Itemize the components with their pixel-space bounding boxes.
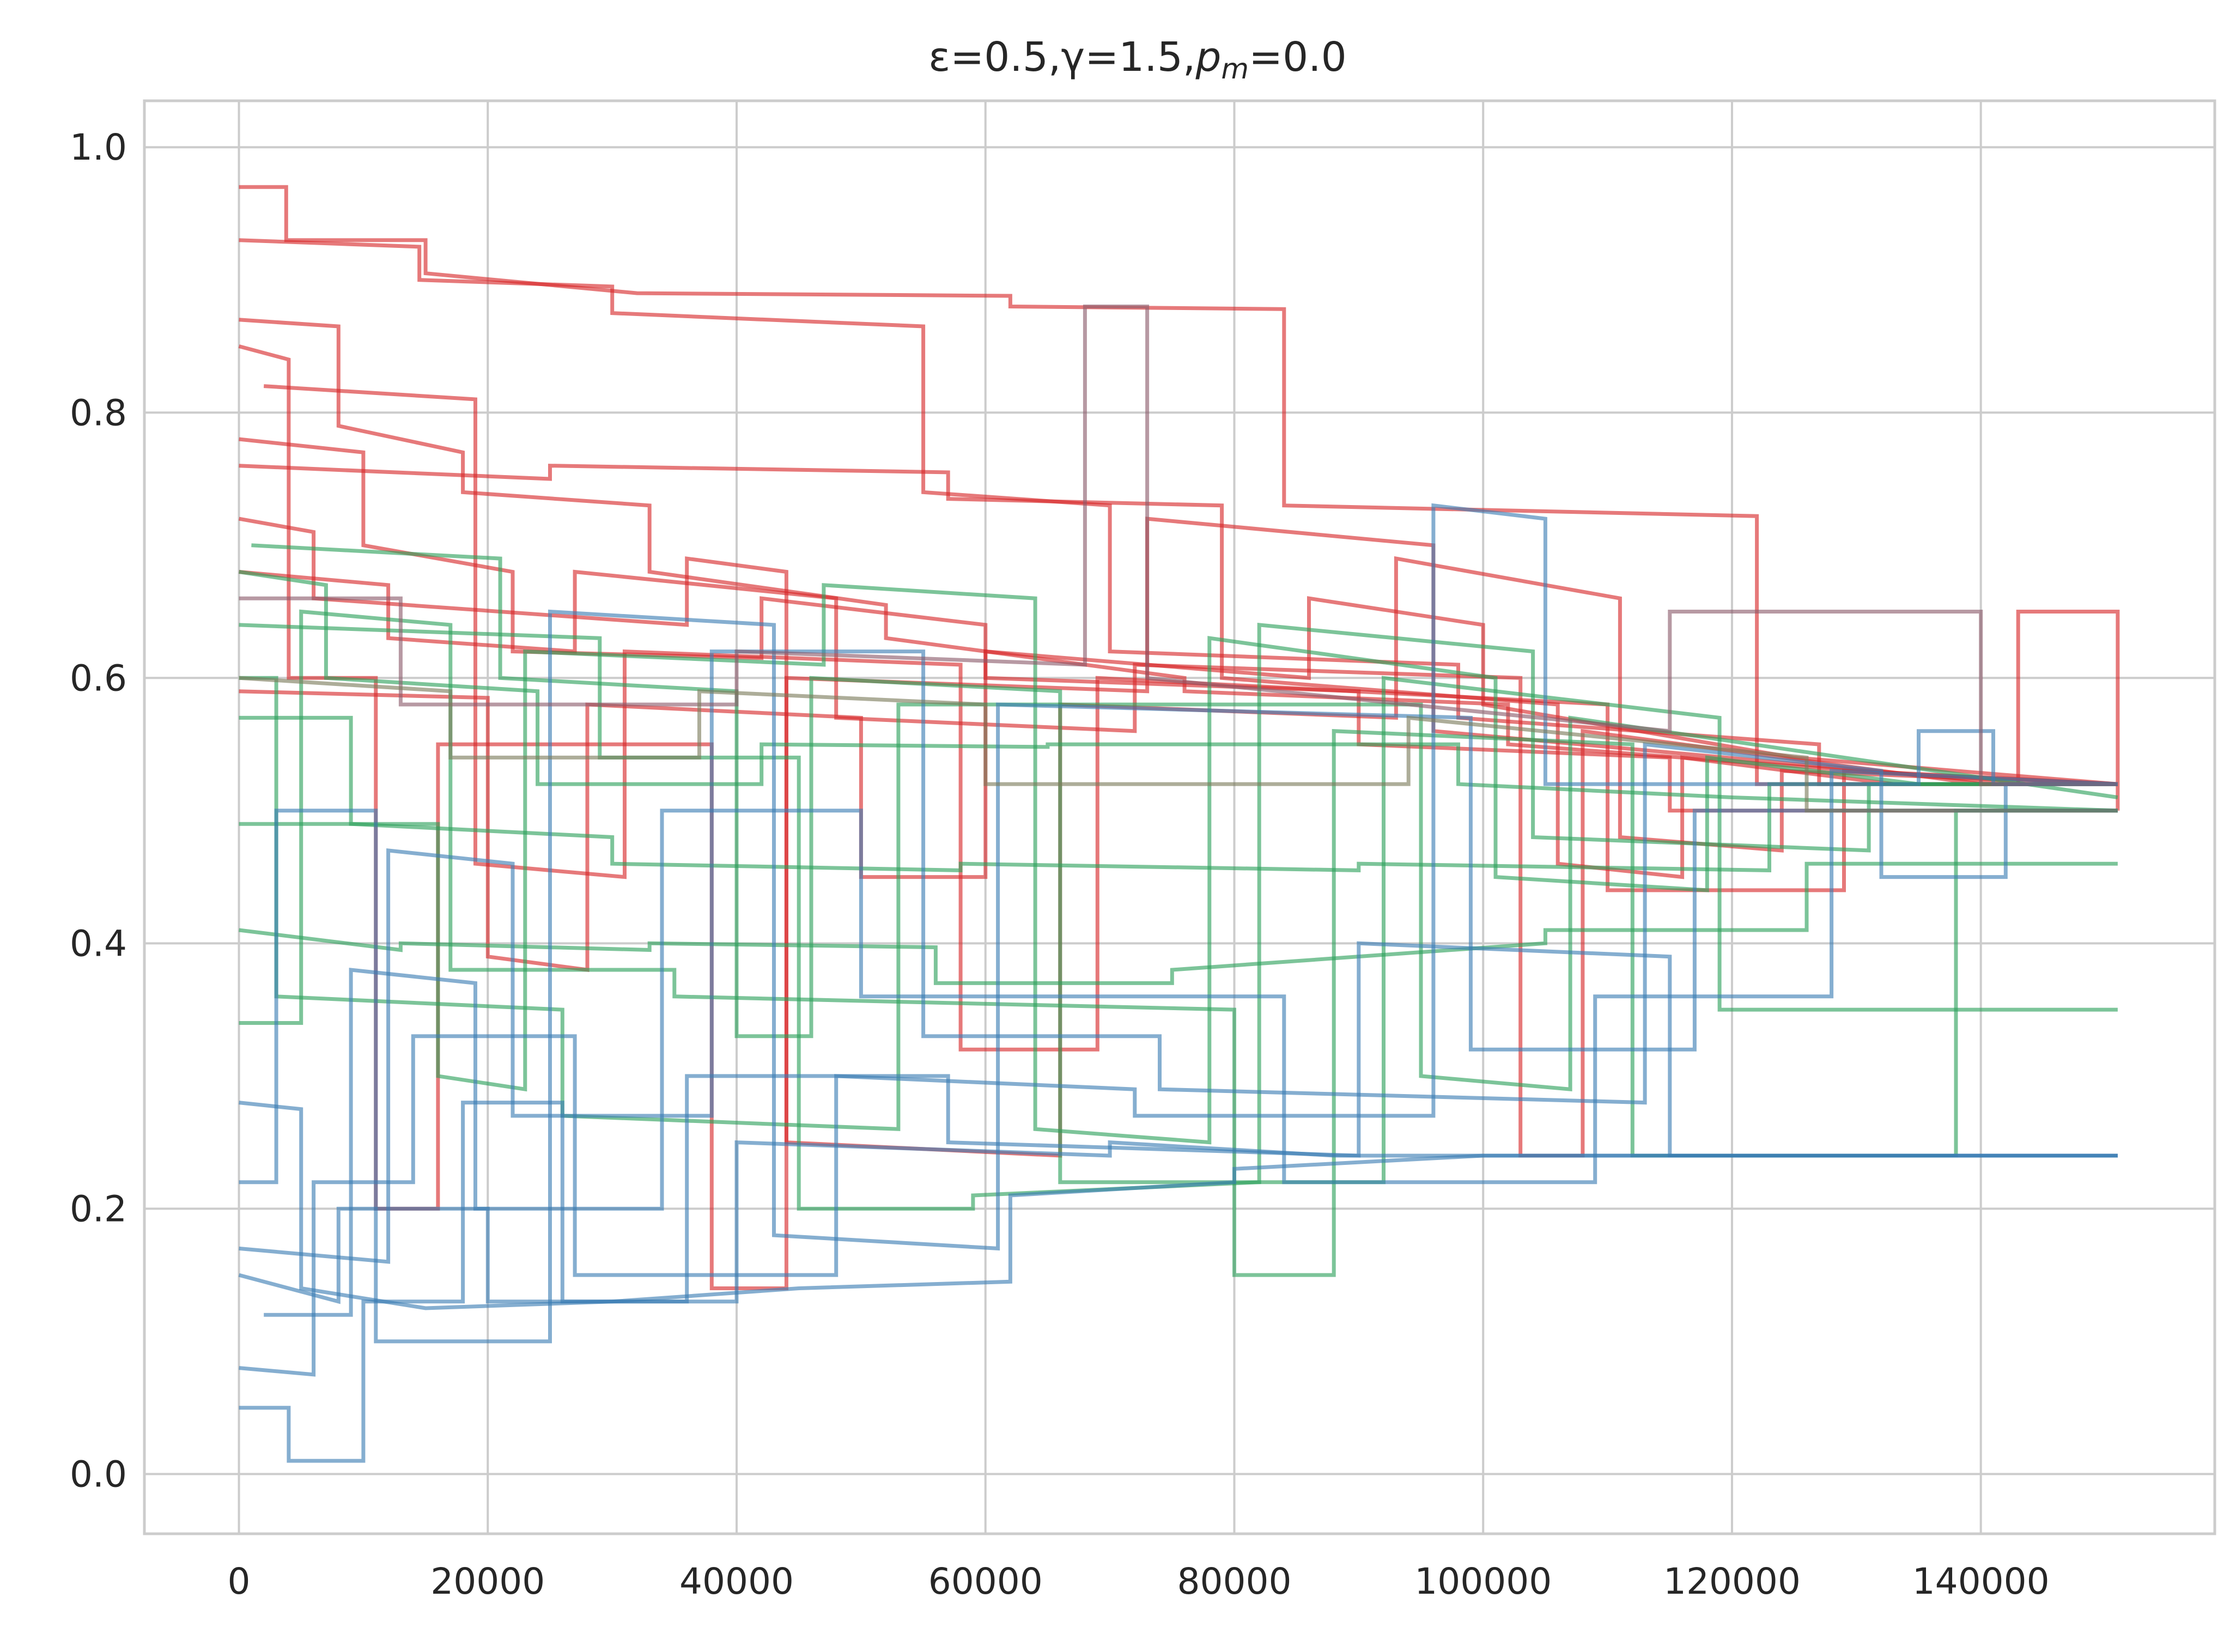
x-axis-ticks: 0 20000 40000 60000 80000 100000 120000 140000 [228, 1560, 2050, 1602]
y-tick-label: 0.0 [70, 1453, 127, 1495]
y-tick-label: 0.8 [70, 392, 127, 434]
series-line [239, 570, 2118, 813]
x-tick-label: 120000 [1663, 1560, 1801, 1602]
y-tick-label: 0.6 [70, 657, 127, 699]
x-tick-label: 140000 [1912, 1560, 2050, 1602]
title-p-subscript: m [1221, 53, 1249, 86]
series-line [239, 941, 2118, 1463]
plot-frame [143, 99, 2216, 1535]
series-line [239, 464, 2118, 879]
series-line [264, 769, 2118, 1317]
chart-title: ε=0.5,γ=1.5,pm=0.0 [928, 34, 1347, 86]
series-line [263, 384, 2118, 1052]
y-tick-label: 0.2 [70, 1188, 127, 1230]
series-line [239, 583, 2118, 1145]
series-line [239, 437, 2118, 813]
title-tail: =0.0 [1249, 34, 1347, 81]
x-tick-label: 80000 [1177, 1560, 1291, 1602]
y-tick-label: 1.0 [70, 126, 127, 168]
y-tick-label: 0.4 [70, 922, 127, 964]
series-line [238, 1140, 2118, 1304]
x-tick-label: 40000 [679, 1560, 794, 1602]
series-line [239, 305, 2118, 786]
series-line [239, 649, 2118, 1264]
title-p-symbol: p [1195, 34, 1221, 81]
series-line [251, 543, 2118, 1185]
series-line [239, 861, 2118, 985]
y-axis-ticks: 0.0 0.2 0.4 0.6 0.8 1.0 [70, 126, 127, 1495]
series-line [239, 503, 2118, 1377]
x-tick-label: 20000 [430, 1560, 545, 1602]
series-line [239, 676, 2118, 813]
series-line [239, 318, 2118, 786]
x-tick-label: 0 [228, 1560, 251, 1602]
x-tick-label: 100000 [1414, 1560, 1552, 1602]
x-tick-label: 60000 [928, 1560, 1043, 1602]
title-main: ε=0.5,γ=1.5, [928, 34, 1195, 81]
series-lines [238, 185, 2120, 1463]
series-line [239, 715, 2118, 872]
series-line [239, 609, 2118, 1344]
